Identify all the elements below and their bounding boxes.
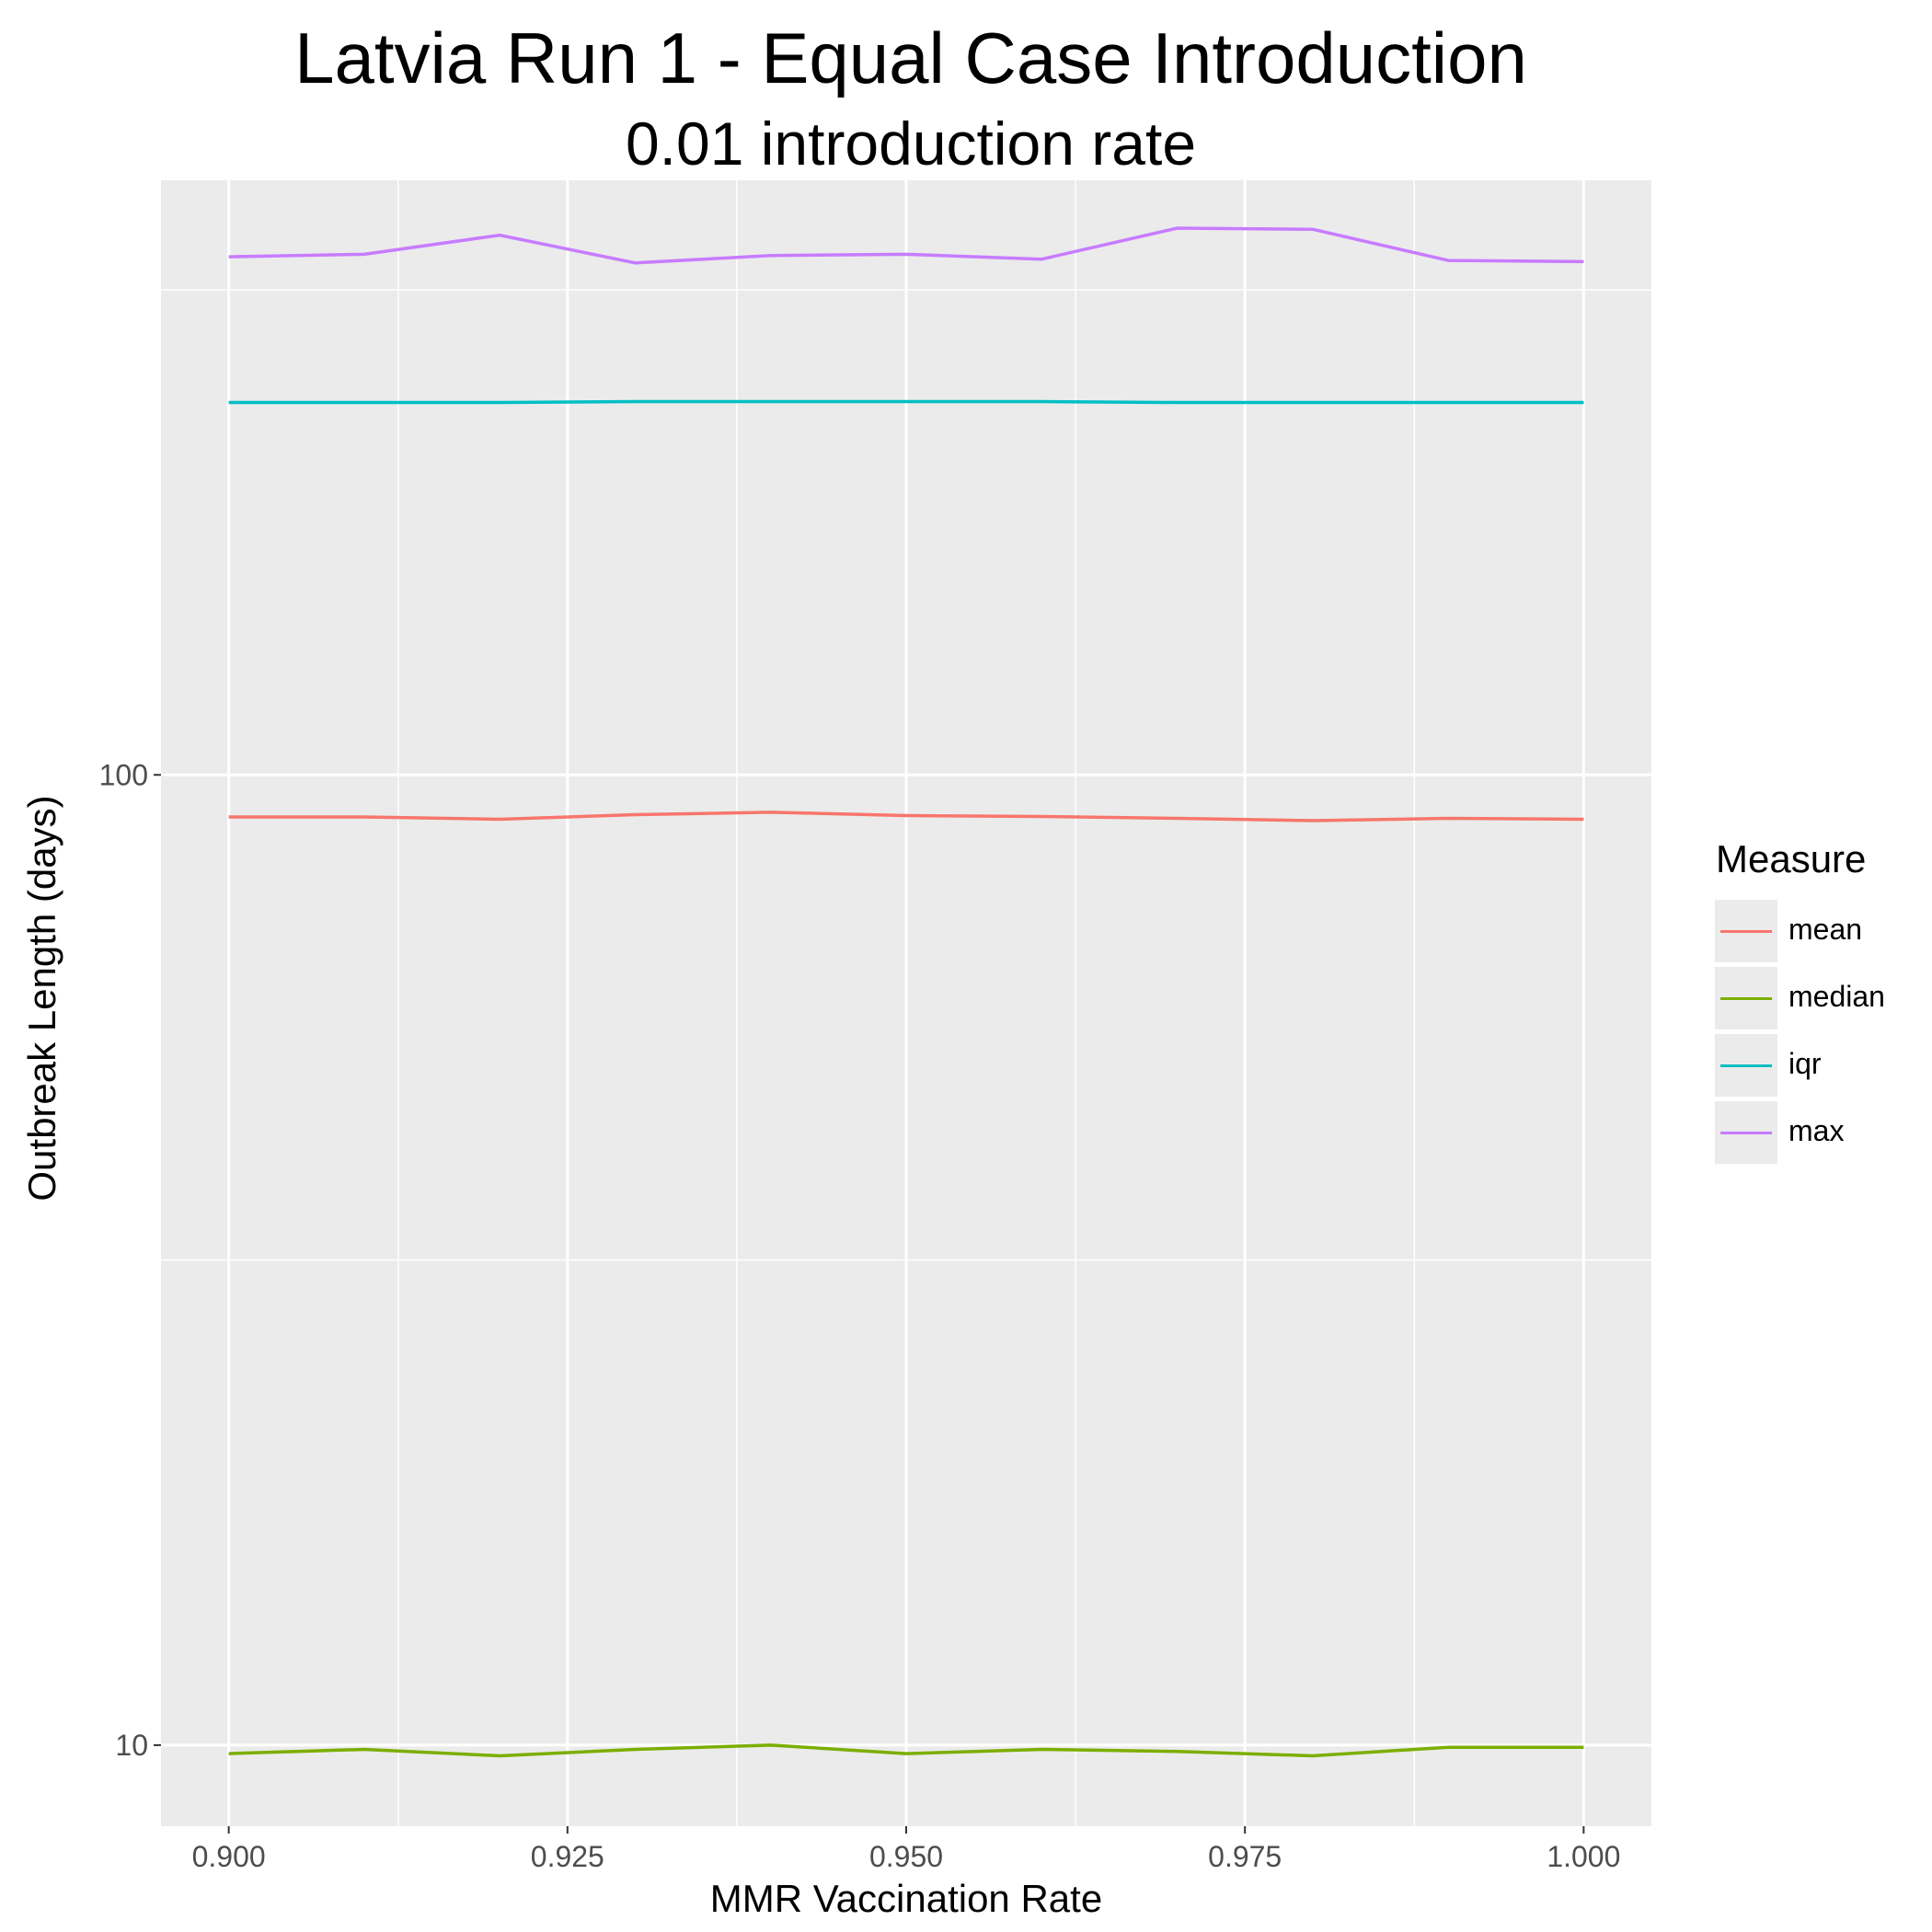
legend-key-median bbox=[1715, 967, 1777, 1029]
legend-key-iqr bbox=[1715, 1034, 1777, 1097]
legend-swatch-iqr bbox=[1720, 1064, 1772, 1067]
legend-label-iqr: iqr bbox=[1788, 1047, 1822, 1080]
x-tick-label: 0.975 bbox=[1208, 1840, 1282, 1873]
x-axis-title: MMR Vaccination Rate bbox=[709, 1877, 1103, 1920]
x-tick-label: 0.900 bbox=[192, 1840, 266, 1873]
series-line-median bbox=[228, 1743, 1584, 1758]
legend-label-median: median bbox=[1788, 980, 1885, 1013]
legend-label-mean: mean bbox=[1788, 913, 1863, 946]
series-line-iqr bbox=[228, 399, 1584, 405]
x-tick-label: 1.000 bbox=[1547, 1840, 1620, 1873]
legend-title: Measure bbox=[1716, 837, 1867, 880]
y-tick-label: 100 bbox=[99, 758, 148, 791]
legend-key-mean bbox=[1715, 900, 1777, 962]
series-line-max bbox=[228, 226, 1584, 265]
legend-swatch-max bbox=[1720, 1132, 1772, 1134]
legend-swatch-median bbox=[1720, 997, 1772, 1000]
x-tick-label: 0.950 bbox=[869, 1840, 943, 1873]
legend-label-max: max bbox=[1788, 1114, 1845, 1147]
legend-key-max bbox=[1715, 1101, 1777, 1164]
y-tick-label: 10 bbox=[115, 1729, 148, 1762]
y-axis-title: Outbreak Length (days) bbox=[20, 795, 63, 1202]
chart-subtitle: 0.01 introduction rate bbox=[625, 109, 1197, 178]
x-tick-label: 0.925 bbox=[531, 1840, 604, 1873]
legend-swatch-mean bbox=[1720, 930, 1772, 933]
series-line-mean bbox=[228, 811, 1584, 822]
chart-title: Latvia Run 1 - Equal Case Introduction bbox=[294, 17, 1527, 98]
